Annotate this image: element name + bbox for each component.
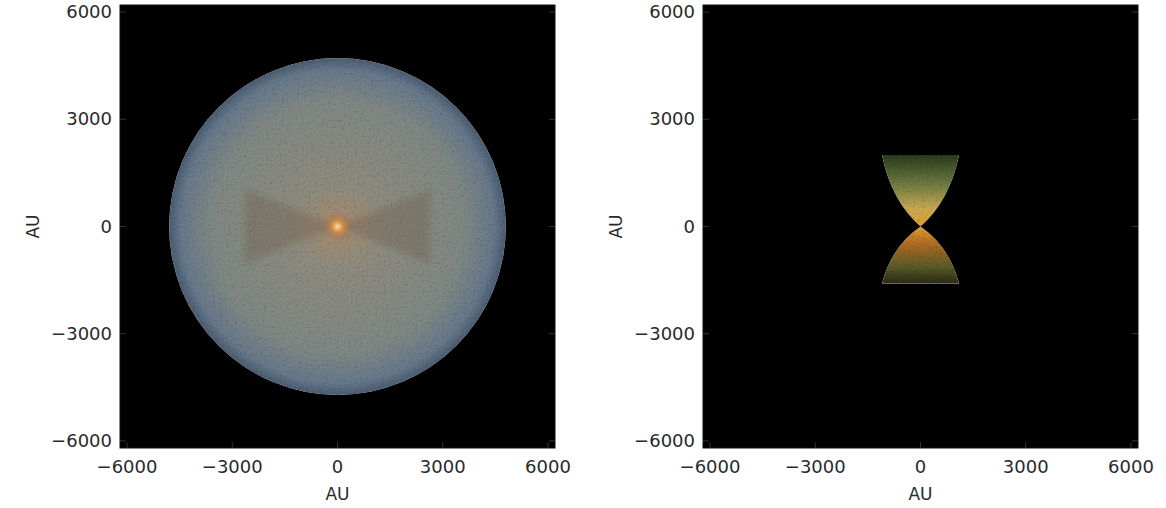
y-tick-label: 0 — [101, 216, 112, 237]
x-tick-label: 0 — [915, 456, 926, 477]
y-tick — [120, 333, 126, 334]
y-tick — [703, 226, 709, 227]
x-axis-title: AU — [325, 484, 349, 504]
y-tick — [549, 119, 555, 120]
core-glow — [322, 211, 352, 241]
y-tick — [1132, 440, 1138, 441]
y-tick-label: 3000 — [649, 108, 695, 129]
outflow-cone — [882, 227, 959, 284]
x-tick — [815, 442, 816, 448]
x-tick — [232, 442, 233, 448]
y-tick-label: −3000 — [51, 323, 112, 344]
x-tick-label: −3000 — [202, 456, 263, 477]
y-tick-label: 3000 — [66, 108, 112, 129]
x-tick — [127, 442, 128, 448]
y-tick — [120, 119, 126, 120]
panel: −6000 −3000 0 3000 6000 −6000 −3000 0 3000 6000 AU… — [606, 1, 1154, 504]
y-tick — [1132, 333, 1138, 334]
y-tick-label: 6000 — [649, 1, 695, 22]
image-marks — [882, 155, 959, 284]
y-tick — [703, 440, 709, 441]
y-tick — [549, 226, 555, 227]
x-tick-label: −6000 — [680, 456, 741, 477]
y-tick — [120, 12, 126, 13]
x-tick-label: 6000 — [525, 456, 571, 477]
x-tick — [710, 442, 711, 448]
y-tick-label: −6000 — [634, 430, 695, 451]
cavity-shadow — [245, 189, 430, 263]
image-marks — [169, 58, 506, 395]
y-tick — [1132, 226, 1138, 227]
y-tick — [1132, 12, 1138, 13]
y-axis-title: AU — [606, 214, 626, 238]
x-tick-label: 3000 — [420, 456, 466, 477]
y-tick — [120, 440, 126, 441]
y-tick — [549, 12, 555, 13]
y-tick — [549, 333, 555, 334]
x-tick-label: −3000 — [785, 456, 846, 477]
x-tick-label: 3000 — [1003, 456, 1049, 477]
x-tick — [1025, 442, 1026, 448]
y-tick — [1132, 119, 1138, 120]
x-axis-title: AU — [908, 484, 932, 504]
plot-background — [703, 5, 1138, 448]
panel: −6000 −3000 0 3000 6000 −6000 −3000 0 3000 6000 AU… — [23, 1, 571, 504]
x-tick-label: 6000 — [1108, 456, 1154, 477]
y-tick-label: 6000 — [66, 1, 112, 22]
plot-frame — [120, 5, 555, 448]
y-tick — [703, 333, 709, 334]
y-tick-label: 0 — [684, 216, 695, 237]
y-tick — [120, 226, 126, 227]
plot-frame — [703, 5, 1138, 448]
x-tick-label: −6000 — [97, 456, 158, 477]
x-tick — [442, 442, 443, 448]
plot-background — [120, 5, 555, 448]
x-tick-label: 0 — [332, 456, 343, 477]
outflow-cone — [882, 155, 959, 226]
envelope — [169, 58, 506, 395]
y-tick — [703, 12, 709, 13]
x-tick — [337, 442, 338, 448]
y-tick-label: −6000 — [51, 430, 112, 451]
figure: −6000 −3000 0 3000 6000 −6000 −3000 0 3000 6000 AU… — [0, 0, 1166, 508]
y-tick — [703, 119, 709, 120]
x-tick — [547, 442, 548, 448]
y-axis-title: AU — [23, 214, 43, 238]
y-tick — [549, 440, 555, 441]
x-tick — [920, 442, 921, 448]
y-tick-label: −3000 — [634, 323, 695, 344]
x-tick — [1130, 442, 1131, 448]
